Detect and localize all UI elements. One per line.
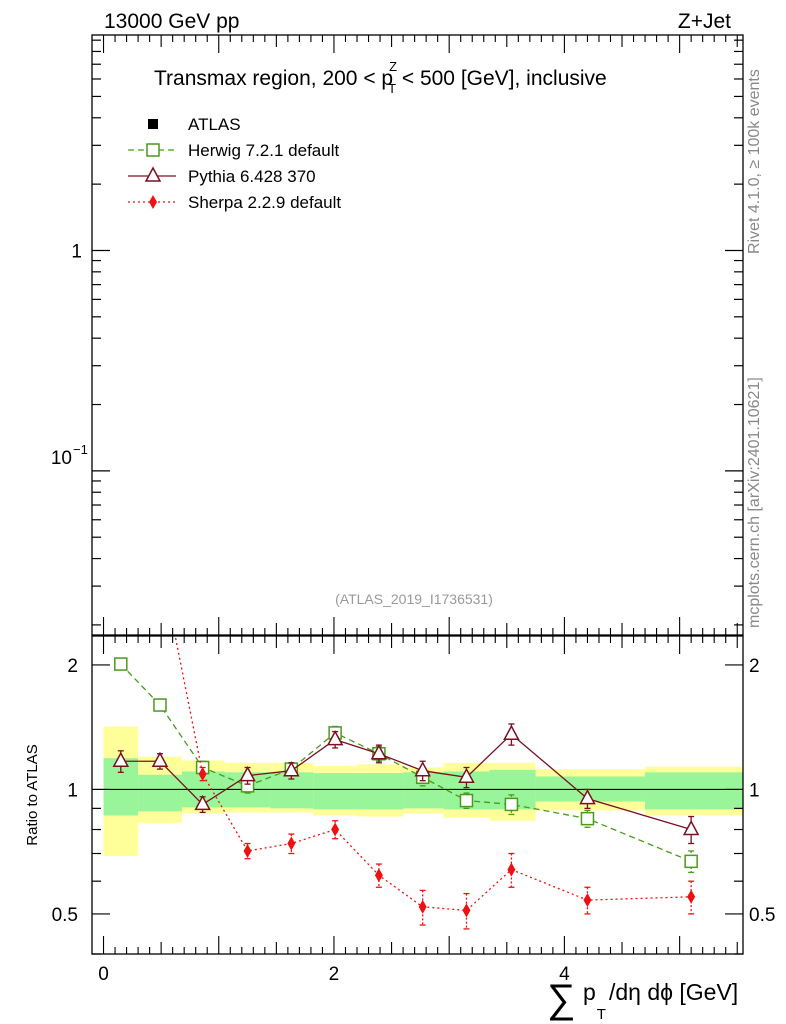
- ratio-y-tick-label-right: 1: [749, 780, 760, 801]
- pythia-line: [120, 733, 692, 831]
- ratio-y-tick-label-right: 2: [749, 656, 760, 677]
- ratio-y-tick-label: 2: [67, 656, 78, 677]
- legend-label-herwig: Herwig 7.2.1 default: [188, 141, 339, 160]
- legend: ATLAS Herwig 7.2.1 default Pythia 6.428 …: [128, 115, 341, 212]
- legend-label-pythia: Pythia 6.428 370: [188, 167, 316, 186]
- legend-entry-pythia: Pythia 6.428 370: [128, 166, 316, 186]
- legend-marker-pythia: [144, 166, 162, 182]
- pythia-point: [579, 789, 596, 805]
- header-right-text: Z+Jet: [678, 10, 731, 33]
- sherpa-point: [583, 893, 592, 908]
- band-inner-bin-6: [357, 773, 404, 810]
- ratio-y-ticks: [92, 664, 743, 955]
- legend-label-sherpa: Sherpa 2.2.9 default: [188, 193, 341, 212]
- sherpa-point: [198, 766, 207, 781]
- pythia-point: [682, 819, 700, 836]
- main-y-tick-label-1: 1: [71, 241, 82, 262]
- pythia-point: [503, 724, 520, 740]
- band-inner-bin-1: [138, 774, 182, 812]
- herwig-line: [120, 663, 692, 862]
- legend-entry-atlas: ATLAS: [148, 115, 241, 134]
- ratio-y-tick-label: 1: [67, 780, 78, 801]
- pythia-point: [151, 751, 169, 767]
- main-y-ticks: [92, 39, 743, 626]
- band-inner-bin-11: [645, 772, 743, 810]
- herwig-point: [114, 657, 128, 671]
- pythia-point: [414, 761, 431, 777]
- legend-entry-sherpa: Sherpa 2.2.9 default: [128, 193, 341, 212]
- x-axis-ticks: [102, 35, 738, 954]
- main-y-tick-exponent: −1: [73, 442, 88, 457]
- pythia-point: [239, 766, 256, 782]
- sherpa-point: [462, 903, 471, 918]
- legend-marker-herwig: [146, 143, 160, 157]
- main-plot-frame: [91, 34, 744, 636]
- legend-label-atlas: ATLAS: [188, 115, 241, 134]
- sherpa-point: [374, 868, 383, 883]
- ratio-y-tick-labels: 2 2 1 1 0.5 0.5: [52, 656, 776, 926]
- uncertainty-bands: [103, 726, 743, 857]
- herwig-point: [580, 811, 595, 826]
- x-axis-label: pT/dη dϕ [GeV]: [583, 979, 738, 1023]
- rivet-version-label: Rivet 4.1.0, ≥ 100k events: [746, 69, 763, 254]
- pythia-point: [458, 767, 475, 784]
- legend-marker-atlas: [148, 119, 158, 129]
- x-axis-sum-symbol: ∑: [547, 977, 576, 1021]
- sherpa-point: [418, 899, 427, 914]
- herwig-point: [459, 793, 474, 808]
- main-y-tick-label-0.1: 10: [51, 448, 72, 469]
- analysis-watermark: (ATLAS_2019_I1736531): [335, 591, 493, 607]
- pythia-point: [283, 761, 300, 777]
- sherpa-point: [117, 336, 125, 350]
- herwig-point: [684, 854, 698, 869]
- x-tick-label: 4: [559, 964, 570, 985]
- ratio-y-tick-label-right: 0.5: [749, 905, 775, 926]
- ratio-y-axis-label: Ratio to ATLAS: [24, 744, 41, 845]
- ratio-y-tick-label: 0.5: [52, 905, 78, 926]
- sherpa-point: [287, 836, 296, 851]
- legend-marker-sherpa: [149, 195, 157, 209]
- legend-entry-herwig: Herwig 7.2.1 default: [128, 141, 339, 160]
- sherpa-point: [507, 862, 516, 877]
- ratio-plot-frame: [91, 635, 744, 955]
- header-left-text: 13000 GeV pp: [104, 10, 239, 33]
- band-inner-bin-5: [313, 773, 358, 810]
- sherpa-point: [331, 822, 340, 837]
- sherpa-point: [243, 843, 252, 858]
- x-axis-tick-labels: 0 2 4: [98, 964, 570, 985]
- herwig-point: [504, 797, 519, 812]
- sherpa-point: [687, 889, 696, 904]
- pythia-point: [370, 744, 388, 760]
- sherpa-line: [174, 636, 692, 912]
- plot-title: Transmax region, 200 < pZ T < 500 [GeV], …: [154, 59, 607, 96]
- sherpa-point: [156, 552, 164, 566]
- x-tick-label: 2: [329, 964, 340, 985]
- ratio-series: [112, 336, 700, 930]
- herwig-point: [153, 698, 167, 712]
- pythia-point: [194, 794, 211, 811]
- pythia-point: [326, 730, 344, 746]
- pythia-point: [112, 751, 130, 767]
- x-tick-label: 0: [98, 964, 109, 985]
- mcplots-label: mcplots.cern.ch [arXiv:2401.10621]: [746, 377, 763, 628]
